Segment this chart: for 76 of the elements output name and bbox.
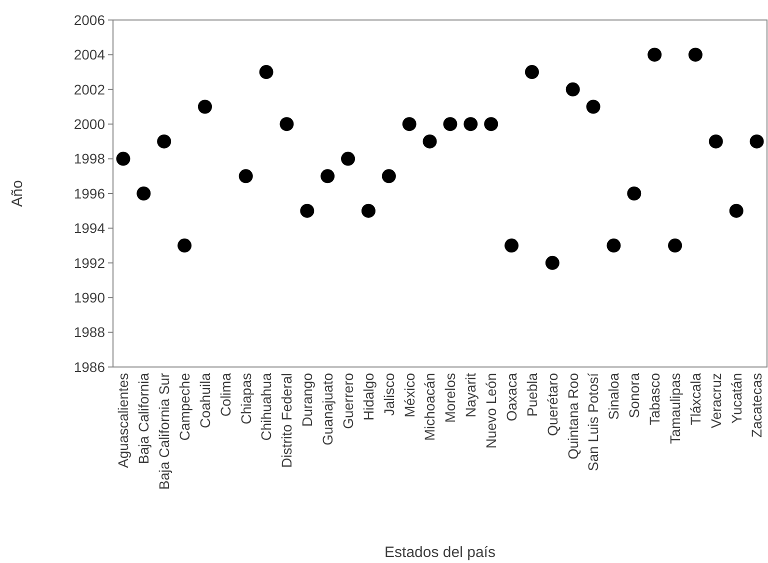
x-tick-label: Durango [299,372,316,427]
x-tick-label: Querétaro [544,372,560,436]
y-tick-label: 1994 [74,220,106,236]
point [238,169,253,184]
point [320,169,335,184]
point [464,117,478,132]
point [668,238,682,253]
x-tick-label: Zacatecas [748,373,765,438]
y-tick-label: 2000 [74,116,106,132]
x-tick-label: Chiapas [238,373,254,424]
y-tick-label: 1990 [74,290,106,306]
x-tick-label: Tláxcala [687,372,704,426]
y-tick-label: 2004 [74,46,106,63]
x-tick-label: Tabasco [646,372,662,426]
point [361,204,376,218]
x-tick-label: Puebla [524,372,540,417]
point [341,152,356,166]
x-tick-label: Nayarit [462,372,479,418]
x-tick-label: Sonora [626,372,642,418]
point [484,117,498,132]
x-axis-title: Estados del país [384,544,496,561]
point [606,238,621,253]
point [136,186,151,200]
y-axis-title: Año [9,180,26,207]
y-tick-label: 2006 [74,12,106,28]
y-tick-label: 1996 [74,185,106,202]
point [524,65,539,80]
x-tick-label: Quintana Roo [564,372,581,460]
x-tick-label: San Luis Potosí [585,372,602,472]
y-tick-label: 1986 [74,358,106,375]
x-tick-label: Coahuila [196,372,213,428]
point [729,204,744,218]
x-tick-label: Hidalgo [360,372,376,420]
point [402,117,416,132]
x-tick-label: Michoacán [422,373,438,441]
x-tick-label: México [401,372,418,418]
point [750,134,764,148]
x-tick-label: Tamaulipas [666,373,683,444]
y-tick-label: 1988 [74,324,106,340]
point [116,152,130,166]
x-tick-label: Campeche [176,372,192,441]
x-tick-label: Baja California Sur [156,372,172,490]
point [545,256,560,270]
y-tick-label: 1992 [74,254,106,271]
x-tick-label: Guerrero [340,372,356,430]
point [586,100,600,114]
x-tick-label: Distrito Federal [278,373,295,468]
point [627,186,642,200]
point [688,48,702,62]
x-tick-label: Guanajuato [319,372,336,446]
point [178,238,192,253]
point [566,82,580,96]
point [198,100,212,114]
x-tick-label: Morelos [442,373,458,423]
y-tick-label: 2002 [74,81,106,98]
point [422,134,437,148]
point [280,117,294,132]
x-tick-label: Colima [217,372,234,417]
point [443,117,458,132]
point [157,134,172,148]
point [300,204,314,218]
x-tick-label: Baja California [136,372,152,464]
x-tick-label: Aguascalientes [115,373,132,468]
point [648,48,662,62]
point [504,238,519,253]
x-tick-label: Sinaloa [606,372,622,420]
x-tick-label: Veracruz [708,373,724,428]
x-tick-label: Chihuahua [258,372,274,441]
point [708,134,723,148]
point [259,65,274,80]
x-tick-label: Nuevo León [482,373,499,449]
x-tick-label: Yucatán [728,373,744,424]
x-tick-label: Oaxaca [503,372,520,422]
point [382,169,396,184]
y-tick-label: 1998 [74,150,106,167]
x-tick-label: Jalisco [380,372,397,416]
